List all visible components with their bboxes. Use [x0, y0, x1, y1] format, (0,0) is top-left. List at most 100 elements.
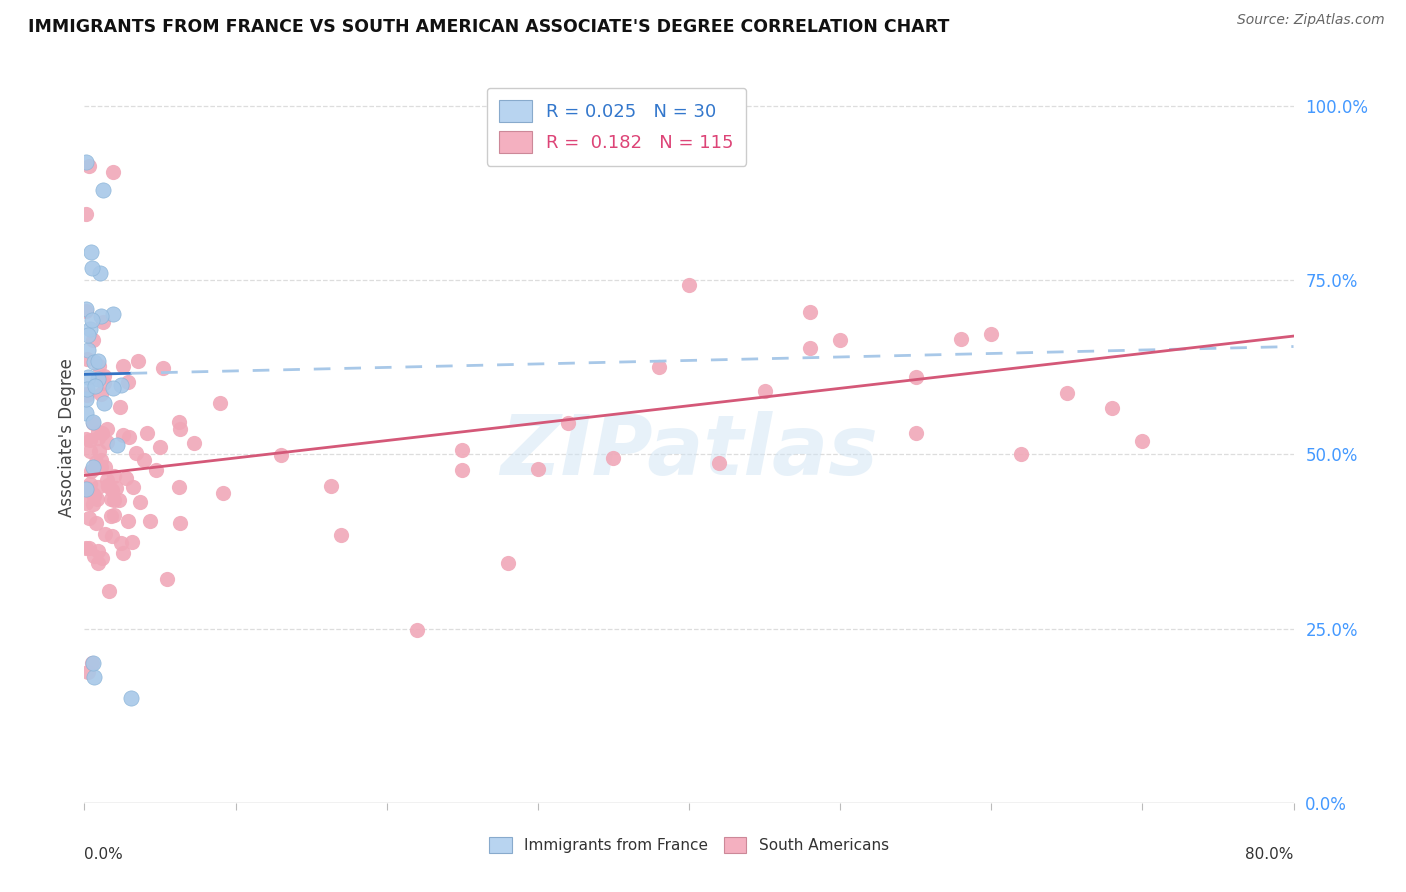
Point: [105, 481, 128, 495]
Point: [117, 514, 139, 528]
Point: [84, 516, 107, 530]
Point: [94, 460, 117, 475]
Point: [80, 657, 103, 671]
Point: [980, 327, 1002, 342]
Point: [451, 442, 474, 457]
Point: [75, 481, 97, 495]
Point: [93, 396, 115, 410]
Point: [76, 382, 98, 396]
Point: [87, 425, 110, 440]
Text: IMMIGRANTS FROM FRANCE VS SOUTH AMERICAN ASSOCIATE'S DEGREE CORRELATION CHART: IMMIGRANTS FROM FRANCE VS SOUTH AMERICAN…: [28, 18, 949, 36]
Point: [84, 461, 107, 475]
Point: [75, 303, 97, 318]
Point: [97, 478, 120, 492]
Point: [754, 384, 776, 398]
Point: [451, 462, 474, 476]
Text: Source: ZipAtlas.com: Source: ZipAtlas.com: [1237, 13, 1385, 28]
Point: [75, 482, 97, 496]
Point: [103, 493, 125, 508]
Point: [127, 354, 149, 368]
Point: [557, 416, 579, 430]
Point: [90, 460, 112, 475]
Point: [97, 583, 120, 598]
Point: [709, 456, 731, 470]
Point: [75, 392, 97, 406]
Point: [1056, 386, 1078, 401]
Point: [100, 509, 122, 524]
Point: [80, 312, 103, 326]
Point: [97, 478, 120, 492]
Point: [167, 480, 190, 494]
Point: [145, 463, 167, 477]
Point: [1101, 401, 1123, 416]
Point: [77, 541, 100, 555]
Point: [103, 468, 125, 483]
Point: [139, 514, 162, 528]
Y-axis label: Associate's Degree: Associate's Degree: [58, 358, 76, 516]
Point: [82, 333, 104, 347]
Legend: Immigrants from France, South Americans: Immigrants from France, South Americans: [481, 830, 897, 861]
Point: [321, 479, 343, 493]
Point: [122, 480, 145, 494]
Point: [94, 526, 117, 541]
Point: [96, 435, 118, 450]
Point: [86, 431, 108, 445]
Text: 80.0%: 80.0%: [1246, 847, 1294, 862]
Point: [89, 443, 111, 458]
Point: [103, 307, 125, 321]
Point: [86, 491, 108, 506]
Point: [90, 453, 112, 467]
Point: [77, 510, 100, 524]
Point: [80, 261, 103, 276]
Point: [80, 245, 103, 260]
Point: [75, 406, 97, 420]
Point: [90, 387, 112, 401]
Point: [496, 557, 519, 571]
Point: [527, 462, 550, 476]
Point: [111, 428, 134, 442]
Point: [79, 433, 101, 447]
Point: [120, 691, 142, 706]
Point: [132, 452, 155, 467]
Point: [87, 480, 110, 494]
Point: [406, 624, 429, 638]
Point: [76, 327, 98, 342]
Point: [90, 425, 112, 440]
Point: [135, 426, 157, 441]
Point: [212, 485, 235, 500]
Point: [169, 516, 191, 531]
Point: [87, 354, 110, 368]
Point: [830, 333, 852, 347]
Point: [89, 359, 111, 374]
Point: [678, 277, 700, 292]
Point: [82, 497, 104, 511]
Point: [76, 207, 98, 221]
Point: [75, 541, 97, 556]
Point: [75, 387, 97, 401]
Point: [82, 487, 104, 501]
Point: [93, 376, 115, 390]
Point: [799, 305, 821, 319]
Point: [76, 387, 98, 401]
Point: [75, 155, 97, 169]
Point: [93, 369, 115, 384]
Point: [100, 492, 122, 507]
Point: [167, 415, 190, 429]
Point: [79, 444, 101, 458]
Point: [112, 359, 135, 373]
Point: [84, 455, 107, 469]
Point: [83, 670, 105, 684]
Point: [125, 446, 148, 460]
Point: [108, 401, 131, 415]
Point: [83, 549, 105, 563]
Point: [110, 536, 132, 550]
Point: [110, 378, 132, 392]
Point: [602, 451, 624, 466]
Point: [648, 359, 671, 374]
Point: [91, 315, 114, 329]
Point: [87, 372, 110, 386]
Point: [87, 544, 110, 558]
Point: [111, 546, 134, 560]
Point: [77, 159, 100, 173]
Point: [101, 483, 124, 497]
